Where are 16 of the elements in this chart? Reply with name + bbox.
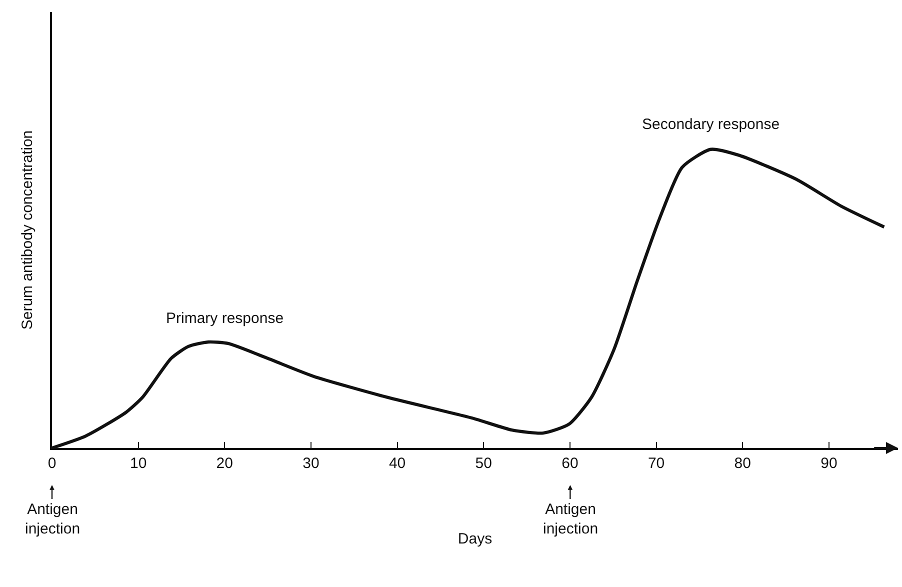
x-tick-label: 10 bbox=[130, 455, 147, 472]
x-tick-label: 50 bbox=[475, 455, 492, 472]
x-tick-label: 60 bbox=[562, 455, 578, 472]
text: Antigen injection bbox=[25, 501, 80, 538]
x-tick-label: 70 bbox=[648, 455, 665, 472]
x-tick-label: 0 bbox=[48, 455, 56, 472]
x-tick-label: 80 bbox=[734, 455, 751, 472]
x-tick-label: 20 bbox=[216, 455, 233, 472]
x-tick-label: 90 bbox=[820, 455, 838, 472]
annotation: Primary response bbox=[166, 310, 284, 327]
x-tick-label: 40 bbox=[388, 455, 406, 472]
x-tick-label: 30 bbox=[302, 455, 320, 472]
annotation: Secondary response bbox=[642, 116, 780, 133]
text: Antigen injection bbox=[543, 501, 598, 538]
x-axis-title: Days bbox=[458, 530, 492, 548]
y-axis-title: Serum antibody concentration bbox=[18, 130, 36, 330]
